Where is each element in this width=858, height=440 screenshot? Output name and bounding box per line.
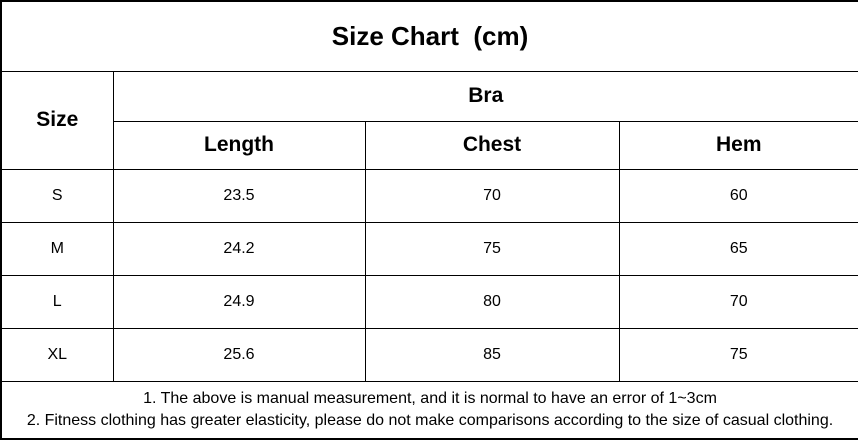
column-header-hem: Hem	[618, 120, 858, 170]
table-row-m: M 24.2 75 65	[0, 221, 858, 276]
size-label: L	[0, 274, 114, 329]
size-label: S	[0, 168, 114, 223]
measurement-notes: 1. The above is manual measurement, and …	[0, 380, 858, 440]
header-row-measures: Length Chest Hem	[1, 120, 858, 170]
hem-value: 65	[618, 221, 858, 276]
length-value: 25.6	[112, 327, 366, 382]
table-row-s: S 23.5 70 60	[0, 168, 858, 223]
column-header-length: Length	[112, 120, 366, 170]
header-row-group: Size Bra	[0, 70, 858, 170]
hem-value: 70	[618, 274, 858, 329]
size-label: XL	[0, 327, 114, 382]
hem-value: 60	[618, 168, 858, 223]
note-line-1: 1. The above is manual measurement, and …	[143, 389, 717, 407]
chest-value: 75	[364, 221, 620, 276]
length-value: 24.2	[112, 221, 366, 276]
note-line-2: 2. Fitness clothing has greater elastici…	[26, 411, 834, 429]
chest-value: 80	[364, 274, 620, 329]
page-title: Size Chart (cm)	[0, 0, 858, 72]
length-value: 24.9	[112, 274, 366, 329]
length-value: 23.5	[112, 168, 366, 223]
title-row: Size Chart (cm)	[0, 0, 858, 72]
column-header-chest: Chest	[364, 120, 620, 170]
table-row-xl: XL 25.6 85 75	[0, 327, 858, 382]
size-label: M	[0, 221, 114, 276]
chest-value: 85	[364, 327, 620, 382]
table-row-l: L 24.9 80 70	[0, 274, 858, 329]
group-header-bra: Bra	[112, 70, 858, 122]
column-header-size: Size	[0, 70, 114, 170]
notes-row: 1. The above is manual measurement, and …	[0, 380, 858, 440]
hem-value: 75	[618, 327, 858, 382]
chest-value: 70	[364, 168, 620, 223]
